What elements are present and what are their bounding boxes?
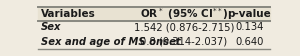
Text: Sex and age of MS onset: Sex and age of MS onset [41,37,181,47]
Text: Sex: Sex [41,22,61,32]
Text: Variables: Variables [41,9,96,19]
Text: OR$^*$ (95% CI$^{**}$): OR$^*$ (95% CI$^{**}$) [140,6,228,22]
Text: p-value: p-value [227,9,271,19]
Text: 0.8 (0.314-2.037): 0.8 (0.314-2.037) [140,37,227,47]
Text: 0.134: 0.134 [235,22,263,32]
Bar [38,7,270,20]
Text: 1.542 (0.876-2.715): 1.542 (0.876-2.715) [134,22,234,32]
Text: 0.640: 0.640 [235,37,263,47]
